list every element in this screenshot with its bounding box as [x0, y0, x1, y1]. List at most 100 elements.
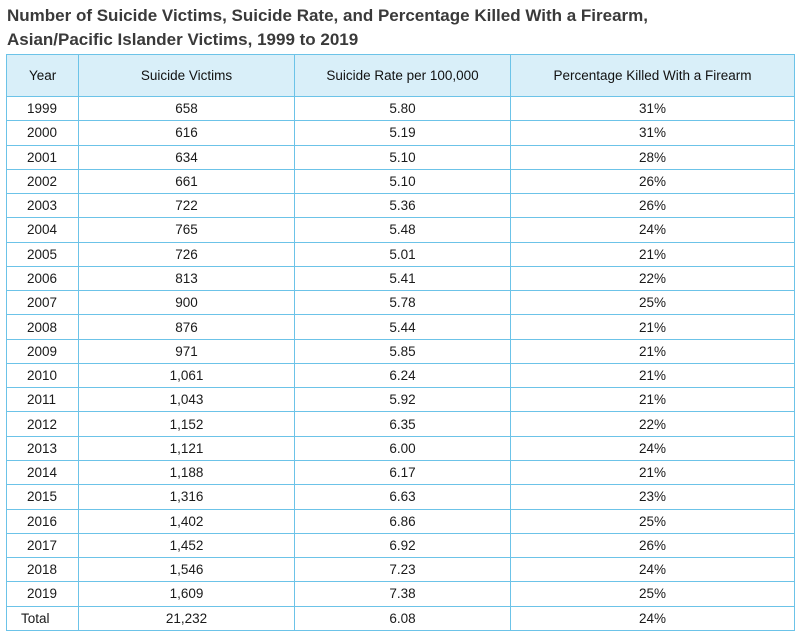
- cell-year: 2007: [6, 290, 79, 316]
- table-title: Number of Suicide Victims, Suicide Rate,…: [7, 4, 787, 52]
- table-row: 2016 1,402 6.86 25%: [6, 508, 795, 534]
- cell-rate: 6.63: [294, 484, 511, 510]
- table-row: 2002 661 5.10 26%: [6, 168, 795, 195]
- table-row: 2012 1,152 6.35 22%: [6, 411, 795, 437]
- table-row: 2011 1,043 5.92 21%: [6, 387, 795, 413]
- cell-victims: 722: [78, 193, 295, 219]
- table-row: 2009 971 5.85 21%: [6, 338, 795, 364]
- cell-firearm-pct: 21%: [510, 241, 795, 267]
- cell-year: 2016: [6, 508, 79, 534]
- table-row: 2004 765 5.48 24%: [6, 217, 795, 243]
- cell-rate: 5.48: [294, 217, 511, 243]
- cell-victims: 1,402: [78, 508, 295, 534]
- cell-year: 1999: [6, 95, 79, 122]
- cell-victims: 1,152: [78, 411, 295, 437]
- cell-victims: 21,232: [78, 605, 295, 631]
- cell-victims: 1,121: [78, 435, 295, 461]
- table-row: 2008 876 5.44 21%: [6, 314, 795, 340]
- cell-firearm-pct: 28%: [510, 144, 795, 170]
- column-header-firearm-pct: Percentage Killed With a Firearm: [510, 54, 795, 97]
- cell-firearm-pct: 26%: [510, 532, 795, 559]
- table-body: 1999 658 5.80 31% 2000 616 5.19 31% 2001 634 5.10 2…: [6, 95, 795, 631]
- cell-year: 2002: [6, 168, 79, 195]
- column-header-rate: Suicide Rate per 100,000: [294, 54, 511, 97]
- cell-year: 2014: [6, 459, 79, 486]
- cell-rate: 5.10: [294, 144, 511, 170]
- cell-rate: 5.92: [294, 387, 511, 413]
- cell-year: 2010: [6, 362, 79, 389]
- column-header-year: Year: [6, 54, 79, 97]
- table-row: 2017 1,452 6.92 26%: [6, 532, 795, 559]
- cell-rate: 7.38: [294, 581, 511, 607]
- table-row: 2013 1,121 6.00 24%: [6, 435, 795, 461]
- table-row: 2005 726 5.01 21%: [6, 241, 795, 267]
- cell-firearm-pct: 25%: [510, 508, 795, 534]
- cell-rate: 7.23: [294, 557, 511, 583]
- cell-firearm-pct: 24%: [510, 557, 795, 583]
- cell-victims: 1,452: [78, 532, 295, 559]
- cell-firearm-pct: 21%: [510, 387, 795, 413]
- cell-victims: 1,546: [78, 557, 295, 583]
- cell-victims: 1,043: [78, 387, 295, 413]
- table-row: 2014 1,188 6.17 21%: [6, 459, 795, 486]
- cell-victims: 876: [78, 314, 295, 340]
- cell-year: Total: [6, 605, 79, 631]
- cell-rate: 6.35: [294, 411, 511, 437]
- cell-victims: 900: [78, 290, 295, 316]
- cell-year: 2004: [6, 217, 79, 243]
- cell-firearm-pct: 26%: [510, 193, 795, 219]
- table-row: 2010 1,061 6.24 21%: [6, 362, 795, 389]
- cell-rate: 5.85: [294, 338, 511, 364]
- cell-rate: 5.36: [294, 193, 511, 219]
- cell-year: 2008: [6, 314, 79, 340]
- data-table: Year Suicide Victims Suicide Rate per 10…: [6, 54, 795, 631]
- table-title-line-1: Number of Suicide Victims, Suicide Rate,…: [7, 6, 648, 25]
- cell-firearm-pct: 21%: [510, 362, 795, 389]
- cell-firearm-pct: 31%: [510, 120, 795, 146]
- cell-firearm-pct: 22%: [510, 411, 795, 437]
- cell-firearm-pct: 24%: [510, 217, 795, 243]
- cell-rate: 5.44: [294, 314, 511, 340]
- cell-victims: 971: [78, 338, 295, 364]
- cell-victims: 813: [78, 265, 295, 292]
- cell-firearm-pct: 25%: [510, 581, 795, 607]
- cell-year: 2006: [6, 265, 79, 292]
- cell-rate: 5.10: [294, 168, 511, 195]
- total-row: Total 21,232 6.08 24%: [6, 605, 795, 631]
- cell-rate: 5.01: [294, 241, 511, 267]
- table-row: 2018 1,546 7.23 24%: [6, 557, 795, 583]
- cell-firearm-pct: 21%: [510, 314, 795, 340]
- table-row: 1999 658 5.80 31%: [6, 95, 795, 122]
- cell-victims: 1,609: [78, 581, 295, 607]
- cell-year: 2009: [6, 338, 79, 364]
- cell-year: 2000: [6, 120, 79, 146]
- cell-victims: 616: [78, 120, 295, 146]
- table-row: 2006 813 5.41 22%: [6, 265, 795, 292]
- cell-victims: 1,188: [78, 459, 295, 486]
- header-row: Year Suicide Victims Suicide Rate per 10…: [6, 54, 795, 97]
- cell-rate: 6.24: [294, 362, 511, 389]
- cell-year: 2011: [6, 387, 79, 413]
- cell-victims: 661: [78, 168, 295, 195]
- column-header-victims: Suicide Victims: [78, 54, 295, 97]
- table-row: 2007 900 5.78 25%: [6, 290, 795, 316]
- cell-firearm-pct: 31%: [510, 95, 795, 122]
- cell-rate: 6.92: [294, 532, 511, 559]
- cell-firearm-pct: 22%: [510, 265, 795, 292]
- cell-firearm-pct: 24%: [510, 435, 795, 461]
- cell-year: 2005: [6, 241, 79, 267]
- cell-victims: 726: [78, 241, 295, 267]
- cell-firearm-pct: 26%: [510, 168, 795, 195]
- cell-victims: 765: [78, 217, 295, 243]
- cell-victims: 634: [78, 144, 295, 170]
- cell-victims: 1,316: [78, 484, 295, 510]
- table-row: 2001 634 5.10 28%: [6, 144, 795, 170]
- cell-year: 2018: [6, 557, 79, 583]
- cell-rate: 6.86: [294, 508, 511, 534]
- cell-firearm-pct: 25%: [510, 290, 795, 316]
- cell-year: 2001: [6, 144, 79, 170]
- cell-year: 2017: [6, 532, 79, 559]
- cell-rate: 6.00: [294, 435, 511, 461]
- cell-year: 2012: [6, 411, 79, 437]
